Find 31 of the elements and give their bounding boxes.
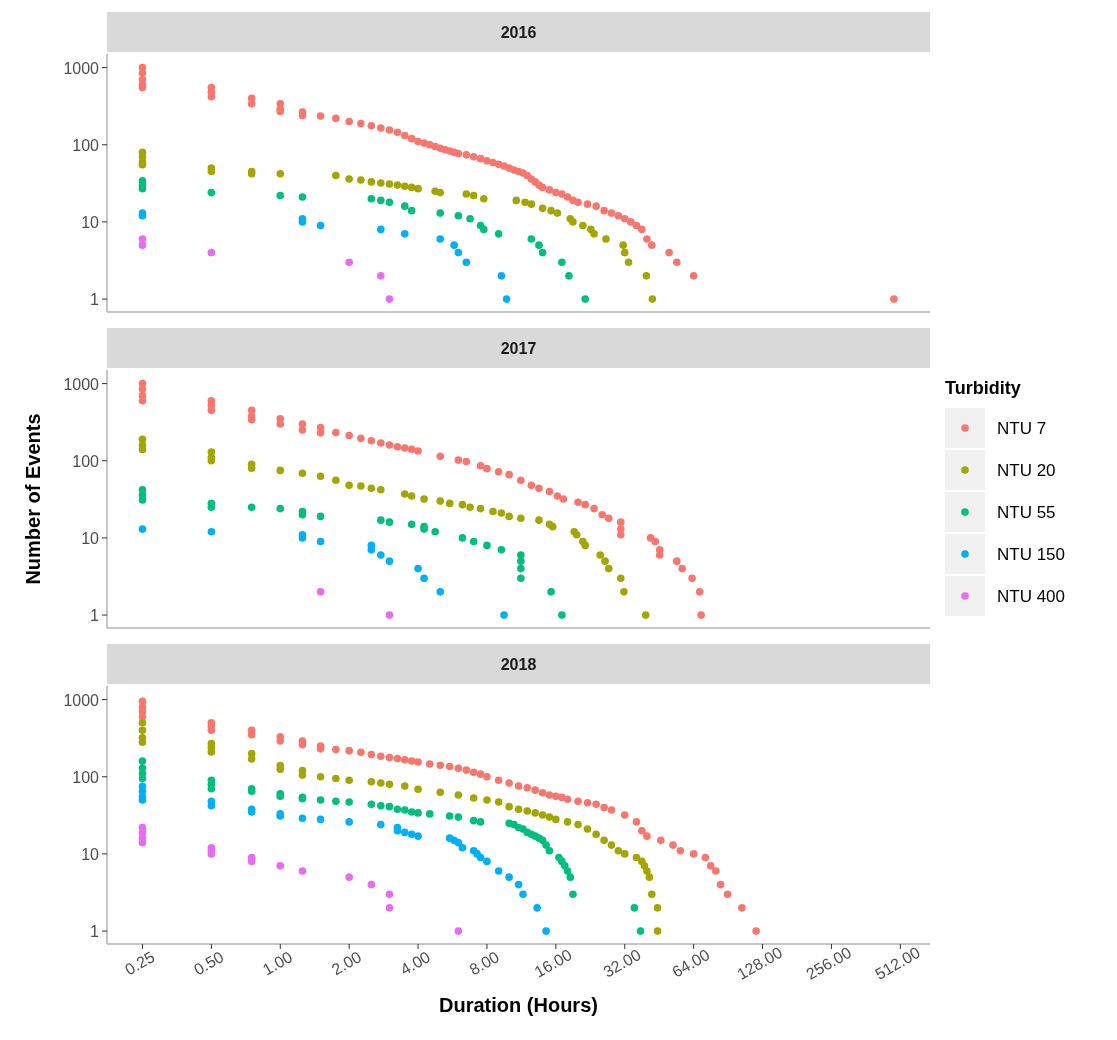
x-tick-label: 0.25 — [121, 948, 158, 979]
chart-title: 2017 — [500, 340, 537, 357]
y-tick-label: 1000 — [63, 59, 100, 77]
x-tick-label: 8.00 — [466, 948, 503, 979]
chart-title: 2016 — [500, 24, 537, 41]
legend-label: NTU 20 — [997, 461, 1056, 480]
y-tick-label: 10 — [81, 845, 100, 863]
legend-label: NTU 7 — [997, 419, 1047, 438]
legend-label: NTU 150 — [997, 545, 1066, 564]
y-tick-label: 1 — [90, 607, 100, 625]
x-axis-title: Duration (Hours) — [439, 994, 598, 1016]
x-tick-label: 1.00 — [259, 948, 296, 979]
y-tick-label: 1 — [90, 923, 100, 941]
legend-label: NTU 400 — [997, 587, 1066, 606]
y-tick-label: 1000 — [63, 375, 100, 393]
y-tick-label: 100 — [72, 452, 100, 470]
chart-title: 2018 — [500, 656, 537, 673]
x-tick-label: 64.00 — [669, 945, 713, 981]
x-tick-label: 32.00 — [600, 945, 644, 981]
y-tick-label: 1 — [90, 291, 100, 309]
y-tick-label: 10 — [81, 529, 100, 547]
legend-title: Turbidity — [945, 378, 1021, 398]
y-tick-label: 1000 — [63, 691, 100, 709]
x-tick-label: 2.00 — [328, 948, 365, 979]
x-tick-label: 4.00 — [397, 948, 434, 979]
y-axis-title: Number of Events — [22, 413, 44, 585]
legend-label: NTU 55 — [997, 503, 1056, 522]
y-tick-label: 100 — [72, 136, 100, 154]
y-tick-label: 10 — [81, 213, 100, 231]
x-tick-label: 0.50 — [190, 948, 227, 979]
y-tick-label: 100 — [72, 768, 100, 786]
